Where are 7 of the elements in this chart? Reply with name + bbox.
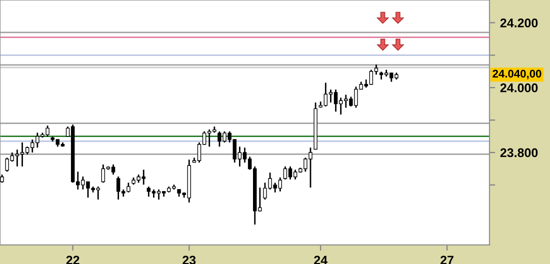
y-tick-label: 24.200 xyxy=(500,18,538,28)
x-tick-label: 24 xyxy=(314,256,328,264)
y-tick-label: 24.000 xyxy=(500,83,538,92)
x-tick-label: 22 xyxy=(66,256,80,264)
text: 24.040,00 xyxy=(492,70,542,80)
y-tick-label: 23.800 xyxy=(500,148,538,158)
x-tick-label: 27 xyxy=(440,256,454,264)
